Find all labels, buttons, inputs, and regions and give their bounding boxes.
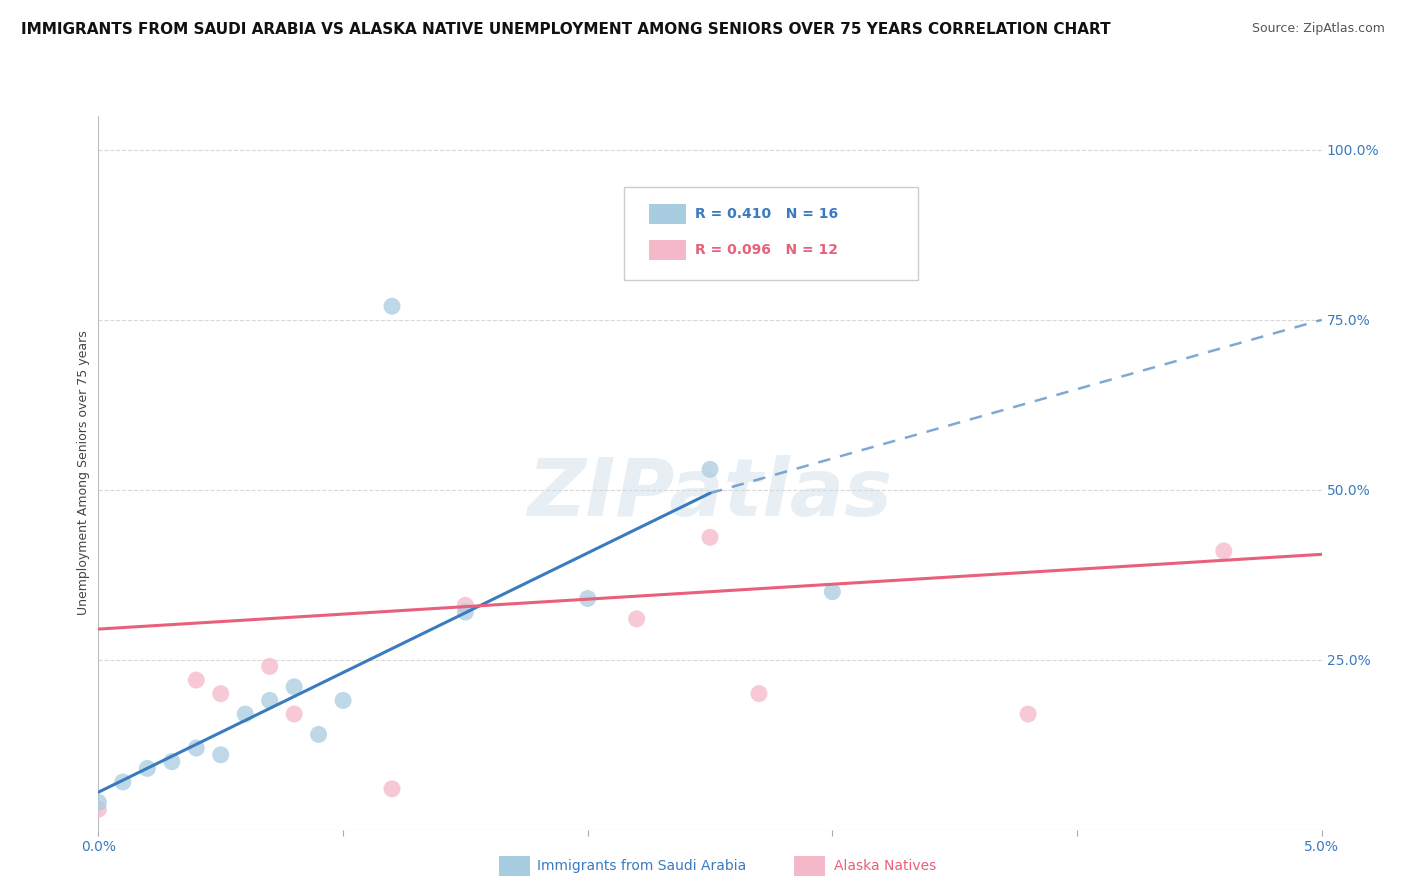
- Point: [1017, 706, 1039, 721]
- Point: [209, 687, 232, 701]
- Point: [626, 612, 648, 626]
- Text: IMMIGRANTS FROM SAUDI ARABIA VS ALASKA NATIVE UNEMPLOYMENT AMONG SENIORS OVER 75: IMMIGRANTS FROM SAUDI ARABIA VS ALASKA N…: [21, 22, 1111, 37]
- Point: [136, 761, 159, 775]
- Point: [160, 755, 183, 769]
- Point: [454, 599, 477, 613]
- Text: Source: ZipAtlas.com: Source: ZipAtlas.com: [1251, 22, 1385, 36]
- Point: [87, 802, 110, 816]
- Text: R = 0.410   N = 16: R = 0.410 N = 16: [696, 208, 838, 221]
- Point: [1212, 544, 1234, 558]
- Point: [233, 706, 256, 721]
- Point: [699, 530, 721, 544]
- Y-axis label: Unemployment Among Seniors over 75 years: Unemployment Among Seniors over 75 years: [77, 330, 90, 615]
- Point: [381, 781, 404, 796]
- Text: R = 0.096   N = 12: R = 0.096 N = 12: [696, 244, 838, 257]
- Bar: [650, 240, 686, 260]
- Bar: [650, 204, 686, 225]
- Point: [186, 673, 208, 687]
- Point: [454, 605, 477, 619]
- Point: [332, 693, 354, 707]
- Point: [381, 299, 404, 313]
- Point: [821, 584, 844, 599]
- Point: [576, 591, 599, 606]
- Point: [209, 747, 232, 762]
- Text: Immigrants from Saudi Arabia: Immigrants from Saudi Arabia: [537, 859, 747, 873]
- Point: [111, 775, 134, 789]
- Point: [259, 659, 281, 673]
- Point: [186, 741, 208, 756]
- FancyBboxPatch shape: [624, 187, 918, 280]
- Point: [283, 680, 305, 694]
- Point: [87, 796, 110, 810]
- Point: [308, 727, 330, 741]
- Point: [748, 687, 770, 701]
- Point: [699, 462, 721, 476]
- Text: Alaska Natives: Alaska Natives: [834, 859, 936, 873]
- Point: [283, 706, 305, 721]
- Text: ZIPatlas: ZIPatlas: [527, 455, 893, 533]
- Point: [259, 693, 281, 707]
